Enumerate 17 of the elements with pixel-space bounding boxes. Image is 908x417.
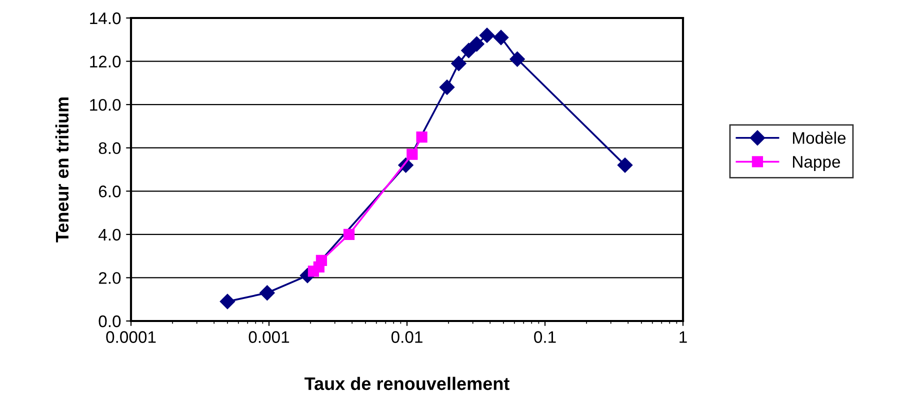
y-tick-label: 4.0 <box>98 228 121 241</box>
x-tick-label: 0.1 <box>534 331 556 343</box>
y-tick-label: 8.0 <box>98 142 121 154</box>
y-axis-title: Teneur en tritium <box>55 98 69 242</box>
legend-label: Nappe <box>793 156 840 172</box>
x-tick-label: 0.001 <box>248 331 290 343</box>
x-tick-label: 0.0001 <box>106 331 156 343</box>
y-tick-label: 6.0 <box>98 186 121 198</box>
y-tick-label: 2.0 <box>98 272 121 284</box>
x-axis-title: Taux de renouvellement <box>304 376 510 390</box>
x-tick-label: 1 <box>680 331 687 343</box>
legend-label: Modèle <box>793 131 846 144</box>
y-tick-label: 14.0 <box>90 12 121 24</box>
y-tick-label: 0.0 <box>98 315 121 328</box>
y-tick-label: 12.0 <box>90 56 121 68</box>
y-tick-label: 10.0 <box>90 98 121 111</box>
x-tick-label: 0.01 <box>391 331 422 343</box>
